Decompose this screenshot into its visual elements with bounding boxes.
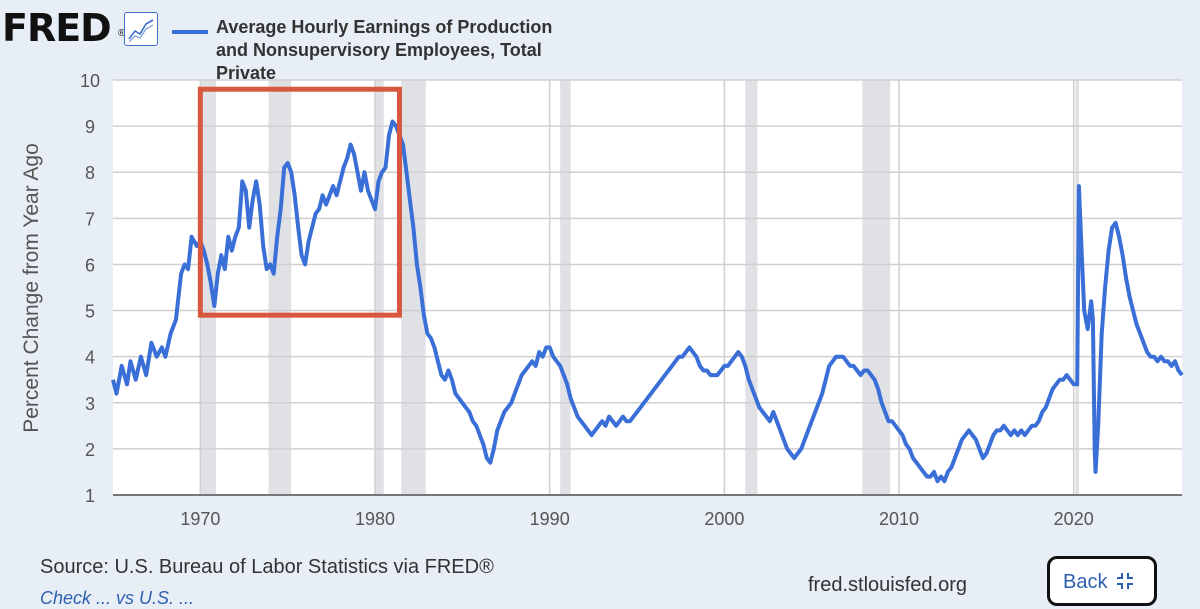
back-button[interactable]: Back <box>1047 556 1157 606</box>
recession-band <box>268 80 292 495</box>
x-tick-label: 1990 <box>530 509 570 529</box>
x-tick-label: 2010 <box>879 509 919 529</box>
y-tick-label: 1 <box>85 486 95 506</box>
line-chart: 1 2 3 4 5 6 7 8 9 10 1970 1980 1990 2000 2010 2020 Perc… <box>20 71 1184 529</box>
y-tick-label: 3 <box>85 394 95 414</box>
recession-band <box>375 80 384 495</box>
collapse-icon <box>1115 571 1135 597</box>
legend-label: Average Hourly Earnings of Production an… <box>216 17 553 83</box>
back-button-label: Back <box>1063 571 1108 593</box>
highlight-box <box>197 86 402 318</box>
y-tick-label: 6 <box>85 255 95 275</box>
source-note: Source: U.S. Bureau of Labor Statistics … <box>40 556 494 578</box>
registered-mark: ® <box>118 28 126 39</box>
y-tick-label: 4 <box>85 348 95 368</box>
fred-logo[interactable]: FRED <box>2 6 112 50</box>
site-url[interactable]: fred.stlouisfed.org <box>808 574 967 596</box>
recession-band <box>560 80 571 495</box>
chart-icon[interactable] <box>124 12 158 46</box>
x-tick-label: 2020 <box>1054 509 1094 529</box>
y-tick-label: 10 <box>80 71 100 91</box>
recession-band <box>200 80 217 495</box>
y-tick-label: 9 <box>85 117 95 137</box>
y-tick-label: 5 <box>85 302 95 322</box>
partial-link[interactable]: Check ... vs U.S. ... <box>40 588 195 608</box>
x-tick-label: 1980 <box>355 509 395 529</box>
y-tick-label: 8 <box>85 163 95 183</box>
y-axis-title: Percent Change from Year Ago <box>20 143 43 433</box>
recession-band <box>862 80 891 495</box>
x-tick-label: 2000 <box>704 509 744 529</box>
y-tick-label: 7 <box>85 209 95 229</box>
chart-header: FRED ® Average Hourly Earnings of Produc… <box>0 0 1200 83</box>
x-tick-label: 1970 <box>180 509 220 529</box>
series-line <box>111 119 1184 484</box>
y-tick-label: 2 <box>85 440 95 460</box>
recession-band <box>745 80 758 495</box>
legend-swatch <box>172 30 208 34</box>
